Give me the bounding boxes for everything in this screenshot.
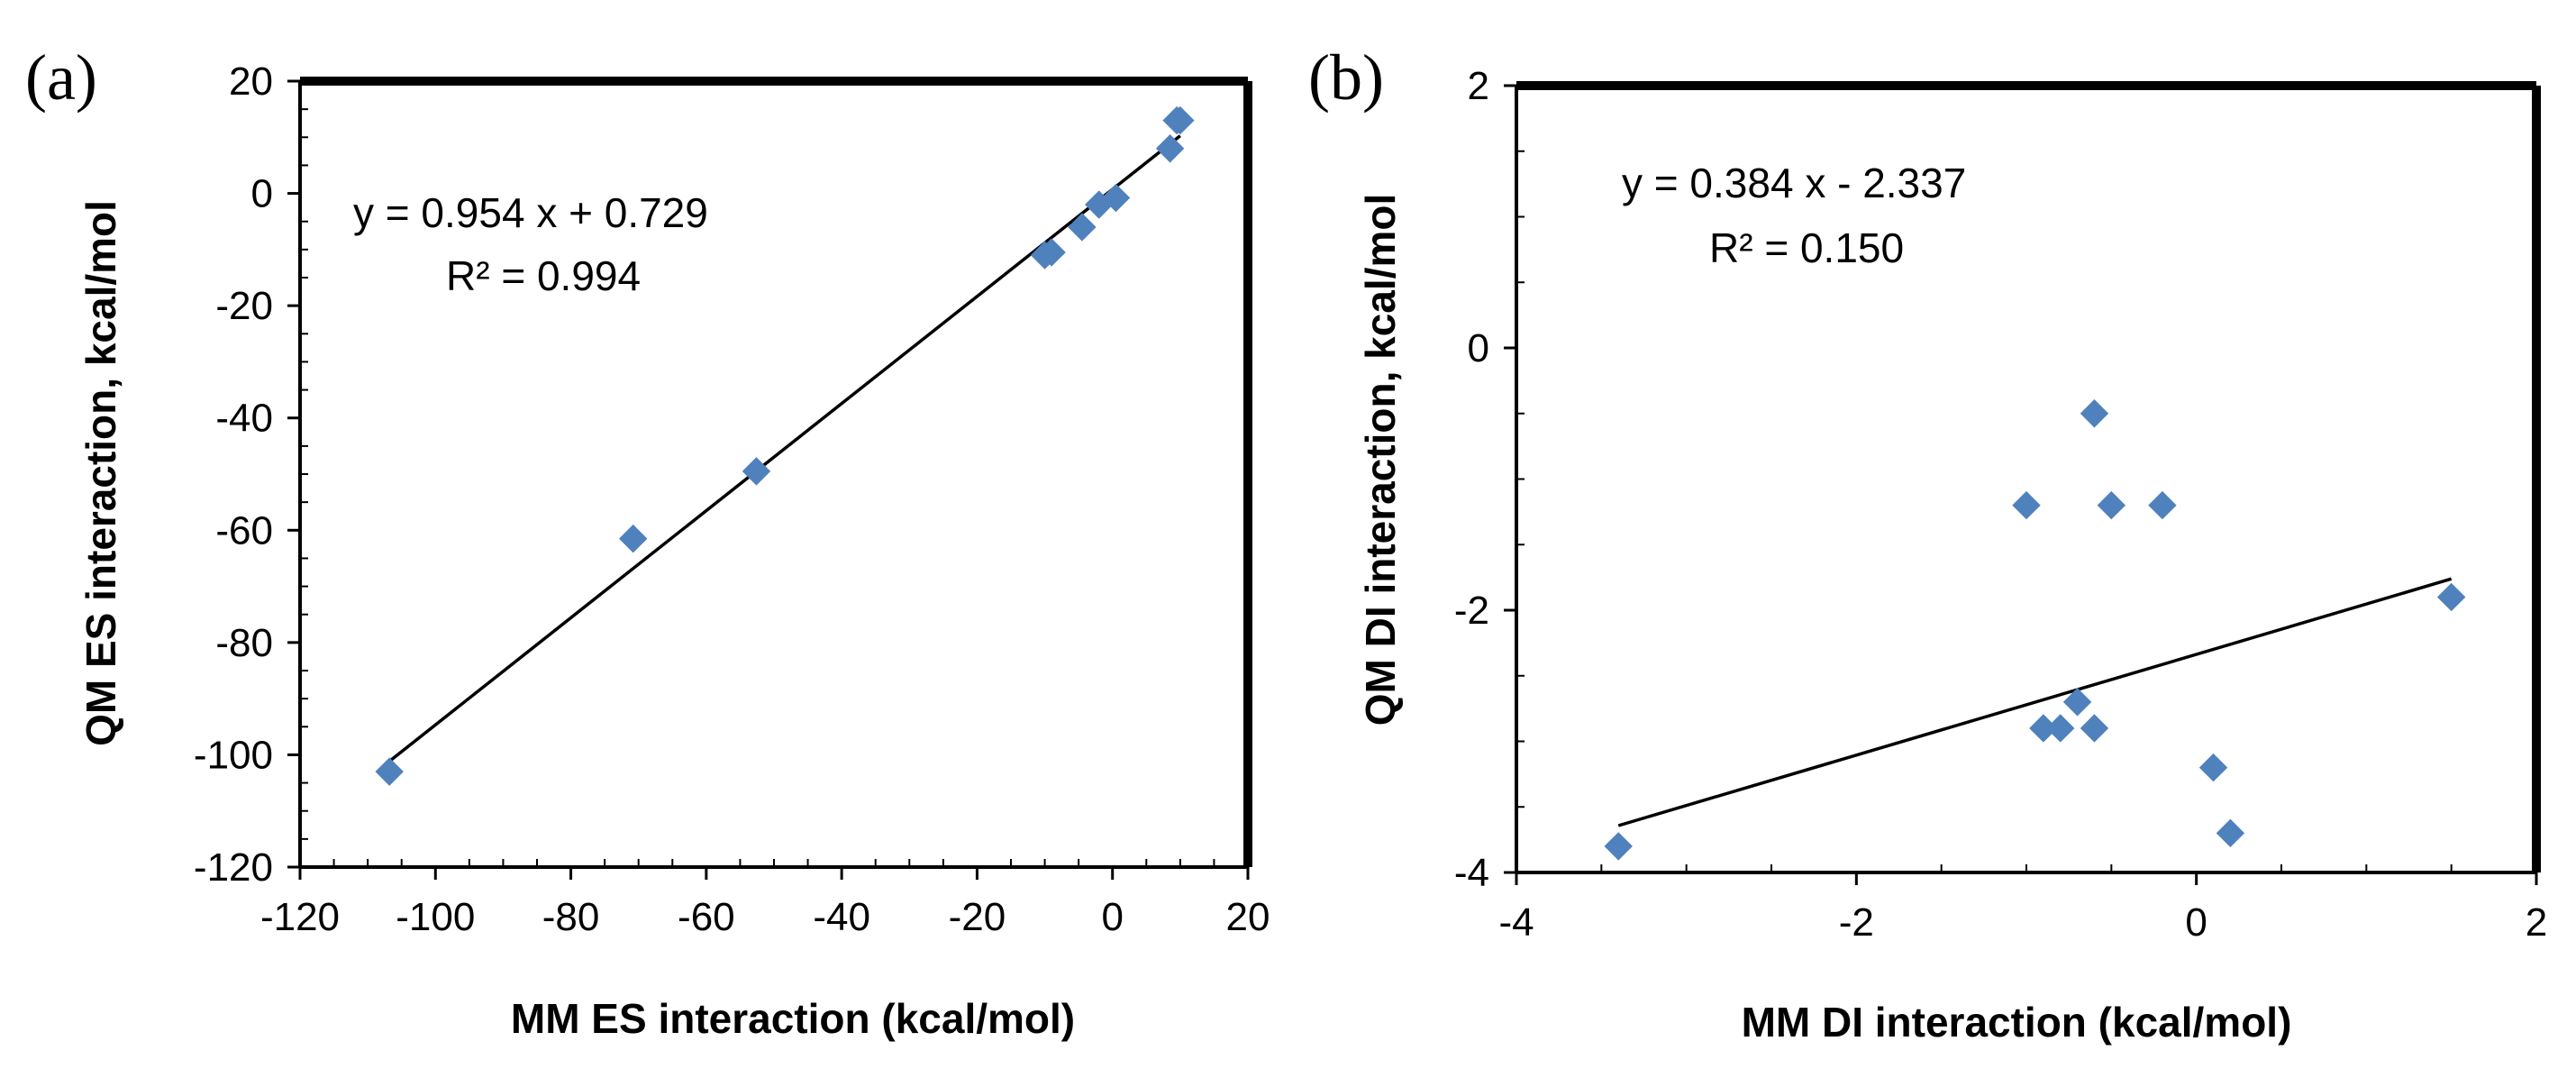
panel-a-y-tick-label: -100 <box>194 733 273 777</box>
panel-a-data-point <box>1166 105 1195 135</box>
panel-b-data-point <box>2012 490 2041 520</box>
panel-a-label: (a) <box>25 41 97 114</box>
panel-b-data-point <box>2436 582 2466 612</box>
panel-a-data-point <box>375 757 404 786</box>
panel-a-x-tick-label: -120 <box>260 895 340 939</box>
panel-a-x-tick-label: 20 <box>1226 895 1270 939</box>
panel-a-x-tick-label: 0 <box>1101 895 1123 939</box>
panel-b-x-tick-label: -2 <box>1839 900 1874 945</box>
panel-a-x-tick-label: -80 <box>542 895 600 939</box>
panel-b-r-squared: R² = 0.150 <box>1709 224 1904 271</box>
panel-b-data-point <box>2080 399 2109 428</box>
panel-b-x-axis-title: MM DI interaction (kcal/mol) <box>1742 999 2292 1046</box>
panel-b-data-point <box>2062 688 2092 717</box>
panel-b-data-point <box>2097 490 2126 520</box>
panel-a-y-tick-label: 20 <box>229 59 273 104</box>
chart-panel-a: (a) y = 0.954 x + 0.729 R² = 0.994 MM ES… <box>25 41 1270 1042</box>
panel-a-data-point <box>1101 183 1131 213</box>
panel-b-y-tick-label: -4 <box>1454 851 1489 895</box>
panel-b-y-tick-label: -2 <box>1454 589 1489 633</box>
panel-b-y-axis-title: QM DI interaction, kcal/mol <box>1357 194 1404 726</box>
panel-b-x-tick-label: 0 <box>2185 900 2207 945</box>
panel-b-data-point <box>2046 714 2075 743</box>
panel-b-data-point <box>2198 753 2228 782</box>
panel-b-label: (b) <box>1308 41 1384 114</box>
panel-a-data-point <box>1068 213 1097 242</box>
panel-b-y-tick-label: 0 <box>1468 326 1489 370</box>
panel-a-y-tick-label: -120 <box>194 845 273 890</box>
panel-a-x-axis-title: MM ES interaction (kcal/mol) <box>511 995 1075 1042</box>
panel-a-y-tick-label: -40 <box>215 397 273 441</box>
panel-a-equation: y = 0.954 x + 0.729 <box>353 189 708 236</box>
panel-a-x-tick-label: -100 <box>396 895 475 939</box>
panel-a-y-tick-label: -60 <box>215 508 273 553</box>
panel-b-data-point <box>1604 832 1633 861</box>
panel-b-trendline <box>1617 577 2453 827</box>
panel-a-y-axis-title: QM ES interaction, kcal/mol <box>77 200 124 746</box>
panel-b-data-point <box>2148 490 2177 520</box>
panel-a-data-point <box>618 524 648 553</box>
panel-b-x-tick-label: 2 <box>2526 900 2547 945</box>
panel-a-data-point <box>742 457 771 486</box>
panel-a-data-point <box>1155 134 1185 163</box>
panel-a-y-tick-label: 0 <box>251 172 273 216</box>
panel-b-data-point <box>2216 818 2245 848</box>
panel-b-x-tick-label: -4 <box>1498 900 1534 945</box>
panel-b-data-point <box>2080 714 2109 743</box>
panel-a-x-tick-label: -40 <box>813 895 870 939</box>
panel-a-x-tick-label: -60 <box>678 895 735 939</box>
panel-a-y-tick-label: -20 <box>215 284 273 328</box>
panel-a-data-point <box>1037 238 1066 267</box>
panel-b-equation: y = 0.384 x - 2.337 <box>1622 160 1966 206</box>
panel-a-trendline <box>388 134 1181 763</box>
panel-a-r-squared: R² = 0.994 <box>446 252 641 299</box>
panel-a-x-tick-label: -20 <box>949 895 1006 939</box>
panel-b-y-tick-label: 2 <box>1468 64 1489 108</box>
panel-a-y-tick-label: -80 <box>215 621 273 665</box>
chart-panel-b: (b) y = 0.384 x - 2.337 R² = 0.150 MM DI… <box>1308 41 2547 1046</box>
